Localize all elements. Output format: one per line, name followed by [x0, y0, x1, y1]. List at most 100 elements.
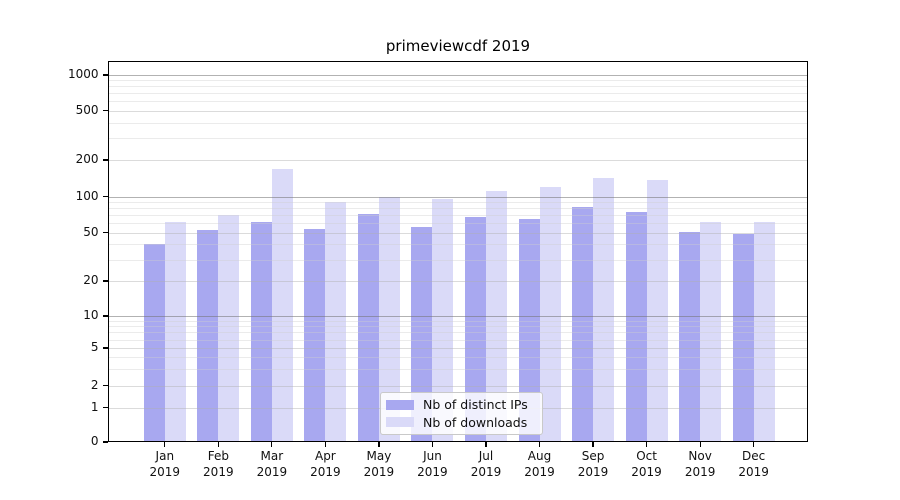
y-axis-tick-label: 50 [83, 224, 99, 239]
bar-distinct-ips [143, 244, 165, 442]
y-axis-tick-mark [102, 385, 108, 387]
bar-distinct-ips [357, 214, 379, 442]
y-axis-tick-label: 1000 [67, 67, 99, 81]
gridline-minor [108, 326, 808, 328]
bar-downloads [218, 215, 240, 442]
x-axis-tick-label: May 2019 [363, 449, 395, 479]
x-axis-tick-mark [538, 442, 541, 447]
bar-downloads [539, 187, 561, 442]
bar-distinct-ips [625, 211, 647, 442]
x-axis-tick-label: Feb 2019 [203, 449, 234, 479]
gridline-labeled [108, 160, 808, 161]
x-axis-tick-mark [164, 442, 166, 447]
plot-area [108, 61, 808, 442]
y-axis-tick-label: 100 [75, 188, 99, 203]
gridline-major [108, 196, 808, 198]
x-axis-tick-label: Apr 2019 [310, 449, 341, 479]
gridline-minor [108, 215, 808, 217]
gridline-labeled [108, 348, 808, 349]
legend-label: Nb of distinct IPs [423, 397, 528, 413]
x-axis-tick-label: Nov 2019 [684, 449, 716, 479]
y-axis-tick-mark [102, 315, 108, 317]
grid-layer [108, 61, 808, 442]
y-axis-tick-mark [102, 196, 108, 198]
y-axis-tick-label: 500 [75, 102, 99, 117]
gridline-minor [108, 244, 808, 246]
bar-downloads [432, 199, 454, 442]
x-axis-tick-label: Dec 2019 [738, 449, 769, 479]
gridline-major [108, 75, 808, 76]
gridline-labeled [108, 110, 808, 112]
bar-downloads [164, 221, 186, 442]
bars-layer [108, 61, 808, 442]
x-axis-tick-label: Oct 2019 [631, 449, 662, 479]
bar-distinct-ips [679, 231, 701, 442]
x-axis-tick-mark [699, 442, 701, 447]
gridline-minor [108, 259, 808, 261]
y-axis-tick-label: 20 [83, 273, 99, 287]
bar-distinct-ips [304, 228, 326, 442]
y-axis-tick-mark [102, 232, 108, 234]
y-axis-tick-mark [102, 280, 108, 282]
gridline-minor [108, 122, 808, 124]
gridline-minor [108, 93, 808, 95]
gridline-minor [108, 357, 808, 359]
bar-distinct-ips [464, 217, 486, 442]
legend-item: Nb of downloads [386, 415, 536, 430]
x-axis-tick-label: Jun 2019 [417, 449, 448, 479]
x-axis-tick-mark [217, 442, 219, 447]
gridline-minor [108, 86, 808, 88]
x-axis-tick-label: Sep 2019 [577, 449, 609, 479]
x-axis-tick-mark [645, 442, 648, 447]
x-axis-tick-mark [324, 442, 326, 447]
gridline-minor [108, 208, 808, 210]
gridline-minor [108, 332, 808, 334]
x-axis-tick-mark [431, 442, 434, 447]
x-axis-tick-mark [271, 442, 273, 447]
y-axis-tick-label: 5 [90, 340, 99, 354]
y-axis-tick-label: 2 [90, 377, 99, 392]
y-axis-tick-label: 10 [83, 308, 99, 322]
legend-swatch-downloads [386, 417, 414, 427]
y-axis-tick-mark [102, 407, 108, 409]
x-axis-tick-mark [485, 442, 487, 447]
gridline-minor [108, 223, 808, 225]
x-axis-tick-mark [592, 442, 594, 447]
bar-distinct-ips [197, 229, 219, 442]
gridline-minor [108, 101, 808, 103]
bar-downloads [378, 196, 400, 442]
bar-distinct-ips [732, 233, 754, 442]
bar-downloads [271, 168, 293, 442]
x-axis-tick-label: Aug 2019 [524, 449, 555, 479]
gridline-minor [108, 320, 808, 322]
y-axis-tick-label: 0 [90, 434, 99, 448]
gridline-major [108, 316, 808, 317]
bar-distinct-ips [250, 221, 272, 442]
chart-title: primeviewcdf 2019 [385, 37, 531, 55]
legend: Nb of distinct IPs Nb of downloads [380, 392, 543, 435]
y-axis-tick-mark [102, 159, 108, 161]
x-axis-tick-mark [378, 442, 380, 447]
y-axis-tick-mark [102, 347, 108, 349]
bar-downloads [593, 177, 615, 442]
y-axis-tick-mark [102, 74, 108, 76]
gridline-minor [108, 339, 808, 341]
bar-downloads [325, 201, 347, 442]
gridline-minor [108, 80, 808, 82]
bar-distinct-ips [572, 207, 594, 442]
x-axis-tick-mark [753, 442, 755, 447]
bar-downloads [753, 221, 775, 442]
legend-item: Nb of distinct IPs [386, 397, 536, 412]
bar-downloads [700, 221, 722, 442]
gridline-minor [108, 138, 808, 140]
y-axis-tick-mark [102, 110, 108, 112]
gridline-minor [108, 202, 808, 204]
x-axis-tick-label: Jul 2019 [470, 449, 502, 479]
bar-distinct-ips [411, 226, 433, 442]
legend-label: Nb of downloads [423, 414, 528, 430]
y-axis-tick-mark [102, 441, 108, 443]
bar-distinct-ips [518, 219, 540, 442]
x-axis-tick-label: Jan 2019 [149, 449, 181, 479]
bar-downloads [646, 180, 668, 442]
